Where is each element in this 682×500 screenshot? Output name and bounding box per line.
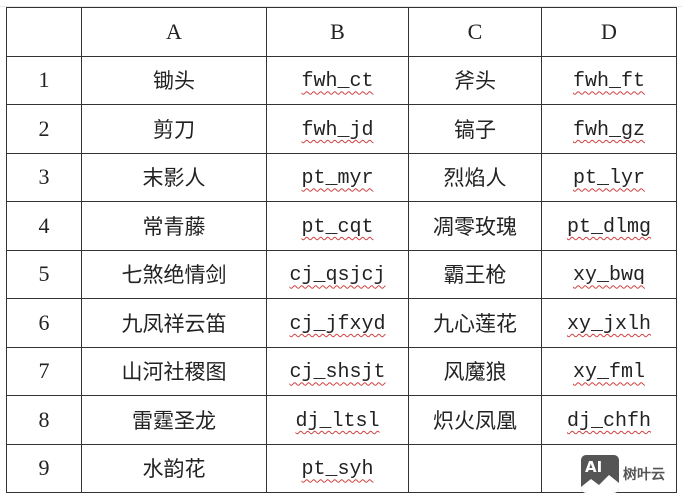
- table-row: 9 水韵花 pt_syh: [6, 443, 677, 493]
- name-cell[interactable]: 九心莲花: [408, 298, 542, 348]
- ai-logo-icon: AI: [581, 455, 619, 493]
- data-table: A B C D 1 锄头 fwh_ct 斧头 fwh_ft 2 剪刀 fwh_jd 镐子 fwh_gz 3 末…: [6, 7, 677, 493]
- table-row: 7 山河社稷图 cj_shsjt 风魔狼 xy_fml: [6, 346, 677, 396]
- code-cell[interactable]: cj_shsjt: [266, 346, 409, 396]
- code-text: dj_chfh: [566, 409, 651, 433]
- name-cell[interactable]: 山河社稷图: [81, 346, 267, 396]
- code-text: dj_ltsl: [295, 409, 380, 433]
- column-header: C: [408, 7, 542, 57]
- column-header: A: [81, 7, 267, 57]
- code-text: pt_lyr: [572, 167, 645, 191]
- watermark-brand: 树叶云: [623, 467, 665, 483]
- code-cell[interactable]: dj_ltsl: [266, 395, 409, 445]
- row-number[interactable]: 7: [6, 346, 82, 396]
- code-text: pt_dlmg: [566, 215, 651, 239]
- name-cell[interactable]: 剪刀: [81, 104, 267, 154]
- row-number[interactable]: 4: [6, 201, 82, 251]
- code-text: pt_cqt: [301, 215, 374, 239]
- name-cell[interactable]: [408, 443, 542, 493]
- code-text: xy_fml: [572, 361, 645, 385]
- name-cell[interactable]: 霸王枪: [408, 249, 542, 299]
- name-cell[interactable]: 锄头: [81, 55, 267, 105]
- logo-text: AI: [585, 458, 603, 476]
- name-cell[interactable]: 七煞绝情剑: [81, 249, 267, 299]
- code-text: pt_myr: [301, 167, 374, 191]
- code-text: cj_jfxyd: [289, 312, 386, 336]
- code-cell[interactable]: xy_bwq: [541, 249, 677, 299]
- watermark-logo: AI 树叶云: [581, 455, 665, 493]
- row-number[interactable]: 3: [6, 152, 82, 202]
- name-cell[interactable]: 常青藤: [81, 201, 267, 251]
- row-number[interactable]: 1: [6, 55, 82, 105]
- code-cell[interactable]: xy_fml: [541, 346, 677, 396]
- code-cell[interactable]: fwh_jd: [266, 104, 409, 154]
- code-cell[interactable]: cj_qsjcj: [266, 249, 409, 299]
- code-text: fwh_jd: [301, 118, 374, 142]
- name-cell[interactable]: 九凤祥云笛: [81, 298, 267, 348]
- table-row: 2 剪刀 fwh_jd 镐子 fwh_gz: [6, 104, 677, 154]
- name-cell[interactable]: 末影人: [81, 152, 267, 202]
- table-row: 8 雷霆圣龙 dj_ltsl 炽火凤凰 dj_chfh: [6, 395, 677, 445]
- code-cell[interactable]: fwh_ct: [266, 55, 409, 105]
- code-text: xy_bwq: [572, 264, 645, 288]
- code-text: xy_jxlh: [566, 312, 651, 336]
- code-cell[interactable]: pt_dlmg: [541, 201, 677, 251]
- name-cell[interactable]: 镐子: [408, 104, 542, 154]
- name-cell[interactable]: 雷霆圣龙: [81, 395, 267, 445]
- code-cell[interactable]: pt_syh: [266, 443, 409, 493]
- code-cell[interactable]: dj_chfh: [541, 395, 677, 445]
- row-number[interactable]: 8: [6, 395, 82, 445]
- table-row: 4 常青藤 pt_cqt 凋零玫瑰 pt_dlmg: [6, 201, 677, 251]
- code-text: fwh_ct: [301, 70, 374, 94]
- code-cell[interactable]: fwh_ft: [541, 55, 677, 105]
- column-header: B: [266, 7, 409, 57]
- row-number[interactable]: 5: [6, 249, 82, 299]
- name-cell[interactable]: 炽火凤凰: [408, 395, 542, 445]
- row-number[interactable]: 2: [6, 104, 82, 154]
- code-cell[interactable]: xy_jxlh: [541, 298, 677, 348]
- column-header: [6, 7, 82, 57]
- code-text: fwh_gz: [572, 118, 645, 142]
- name-cell[interactable]: 烈焰人: [408, 152, 542, 202]
- code-cell[interactable]: cj_jfxyd: [266, 298, 409, 348]
- table-row: 1 锄头 fwh_ct 斧头 fwh_ft: [6, 55, 677, 105]
- table-row: 3 末影人 pt_myr 烈焰人 pt_lyr: [6, 152, 677, 202]
- code-text: fwh_ft: [572, 70, 645, 94]
- code-text: cj_qsjcj: [289, 264, 386, 288]
- code-cell[interactable]: pt_myr: [266, 152, 409, 202]
- name-cell[interactable]: 斧头: [408, 55, 542, 105]
- row-number[interactable]: 9: [6, 443, 82, 493]
- table-row: 5 七煞绝情剑 cj_qsjcj 霸王枪 xy_bwq: [6, 249, 677, 299]
- code-cell[interactable]: fwh_gz: [541, 104, 677, 154]
- table-row: 6 九凤祥云笛 cj_jfxyd 九心莲花 xy_jxlh: [6, 298, 677, 348]
- row-number[interactable]: 6: [6, 298, 82, 348]
- name-cell[interactable]: 水韵花: [81, 443, 267, 493]
- code-text: pt_syh: [301, 458, 374, 482]
- name-cell[interactable]: 凋零玫瑰: [408, 201, 542, 251]
- code-cell[interactable]: pt_cqt: [266, 201, 409, 251]
- code-cell[interactable]: pt_lyr: [541, 152, 677, 202]
- page-top-edge: [0, 0, 682, 7]
- name-cell[interactable]: 风魔狼: [408, 346, 542, 396]
- column-header: D: [541, 7, 677, 57]
- code-text: cj_shsjt: [289, 361, 386, 385]
